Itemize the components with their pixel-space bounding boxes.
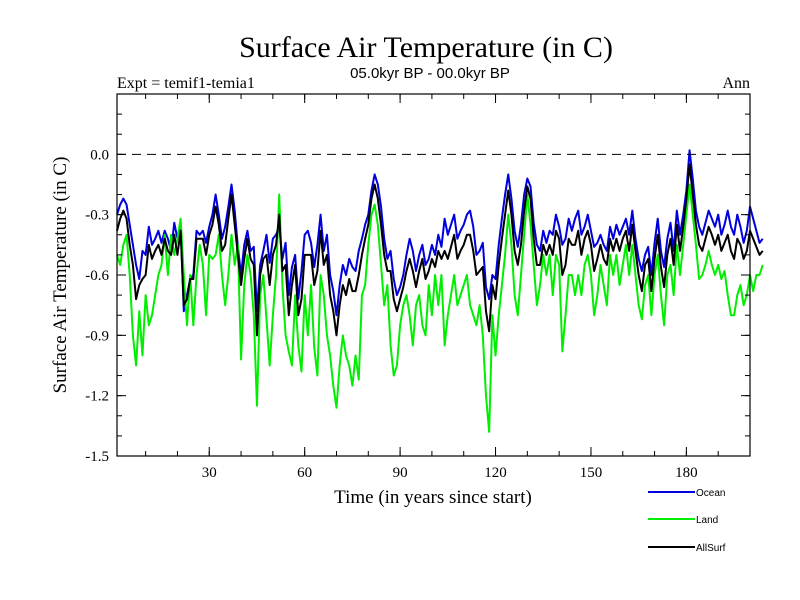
x-tick-label: 120 <box>484 465 507 481</box>
chart-subtitle: 05.0kyr BP - 00.0kyr BP <box>350 65 510 82</box>
series-line-allsurf <box>116 163 764 337</box>
x-tick-label: 90 <box>393 465 408 481</box>
series-line-ocean <box>116 149 764 317</box>
y-tick-label: 0.0 <box>90 147 109 163</box>
x-tick-label: 180 <box>675 465 698 481</box>
x-tick-label: 150 <box>580 465 603 481</box>
y-tick-label: -1.5 <box>85 449 109 465</box>
y-tick-label: -0.6 <box>85 268 109 284</box>
axis-layer: 0.0 -0.3 -0.6 -0.9 -1.2 -1.5 30 60 90 120 150 180 <box>85 93 750 481</box>
plot-area: 0.0 -0.3 -0.6 -0.9 -1.2 -1.5 30 60 90 120 150 180 <box>85 93 764 481</box>
legend-label-land: Land <box>696 515 718 526</box>
period-label: Ann <box>722 75 750 92</box>
experiment-label: Expt = temif1-temia1 <box>117 75 255 92</box>
y-tick-label: -1.2 <box>85 389 109 405</box>
x-tick-label: 30 <box>202 465 217 481</box>
series-layer <box>116 149 764 433</box>
y-axis-label: Surface Air Temperature (in C) <box>50 157 71 394</box>
legend-label-ocean: Ocean <box>696 488 725 499</box>
x-tick-label: 60 <box>297 465 312 481</box>
x-axis-label: Time (in years since start) <box>334 487 532 508</box>
y-tick-label: -0.9 <box>85 328 109 344</box>
series-line-land <box>116 183 764 433</box>
legend-label-allsurf: AllSurf <box>696 543 726 554</box>
chart-title: Surface Air Temperature (in C) <box>239 31 613 64</box>
legend: Ocean Land AllSurf <box>648 488 726 554</box>
y-tick-label: -0.3 <box>85 208 109 224</box>
